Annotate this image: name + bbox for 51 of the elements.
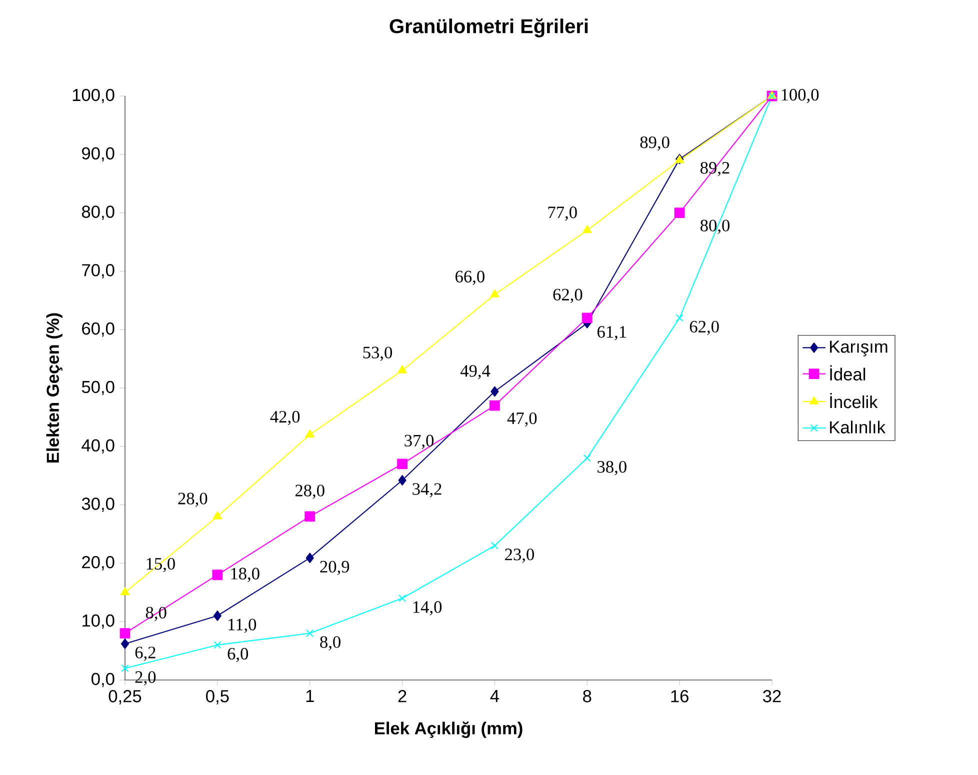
- data-label: 42,0: [270, 410, 300, 426]
- legend-label: Kalınlık: [830, 420, 886, 434]
- data-label: 37,0: [404, 434, 434, 449]
- x-tick-label: 1: [306, 690, 314, 702]
- x-tick-label: 4: [490, 690, 500, 702]
- data-label: 66,0: [456, 270, 484, 285]
- data-label: 77,0: [548, 206, 577, 221]
- y-axis-title: Elekten Geçen (%): [46, 313, 62, 462]
- x-tick-label: 8: [583, 690, 592, 702]
- y-tick-label: 50,0: [82, 380, 114, 396]
- y-tick-label: 70,0: [82, 264, 114, 278]
- data-label: 14,0: [413, 601, 442, 616]
- data-label: 11,0: [228, 618, 256, 633]
- y-tick-label: 100,0: [72, 88, 114, 104]
- data-label: 28,0: [178, 492, 208, 507]
- data-label: 49,4: [460, 365, 490, 380]
- x-axis-title: Elek Açıklığı (mm): [375, 722, 522, 738]
- legend-label: İncelik: [830, 393, 878, 408]
- data-label: 34,2: [412, 483, 442, 498]
- data-label: 53,0: [363, 346, 392, 361]
- data-label: 8,0: [320, 636, 340, 650]
- x-tick-label: 0,5: [206, 690, 229, 704]
- y-tick-label: 0,0: [92, 672, 114, 688]
- y-tick-label: 30,0: [82, 498, 114, 512]
- legend-label: Karışım: [830, 340, 888, 356]
- data-label: 38,0: [598, 461, 626, 476]
- y-tick-label: 60,0: [82, 322, 114, 337]
- y-tick-label: 40,0: [82, 439, 114, 454]
- y-tick-label: 20,0: [82, 556, 114, 570]
- x-tick-label: 2: [398, 690, 406, 702]
- data-label: 62,0: [553, 288, 582, 303]
- y-tick-label: 90,0: [82, 147, 114, 162]
- data-label: 20,9: [320, 560, 350, 576]
- data-label: 6,0: [228, 648, 248, 662]
- chart-title: Granülometri Eğrileri: [390, 18, 588, 38]
- x-tick-label: 0,25: [108, 690, 142, 704]
- legend-label: İdeal: [830, 365, 866, 381]
- y-tick-label: 10,0: [82, 614, 114, 629]
- data-label: 2,0: [135, 671, 156, 686]
- data-label: 61,1: [597, 326, 626, 340]
- data-label: 23,0: [505, 548, 534, 563]
- data-label: 18,0: [231, 568, 260, 582]
- data-label: 62,0: [690, 320, 719, 336]
- data-label: 100,0: [782, 88, 819, 104]
- x-tick-label: 16: [671, 690, 688, 702]
- x-tick-label: 32: [763, 690, 781, 702]
- data-label: 28,0: [295, 484, 324, 499]
- data-label: 47,0: [507, 412, 537, 427]
- data-label: 89,0: [640, 136, 670, 151]
- y-tick-label: 80,0: [82, 206, 114, 220]
- data-label: 6,2: [135, 646, 156, 661]
